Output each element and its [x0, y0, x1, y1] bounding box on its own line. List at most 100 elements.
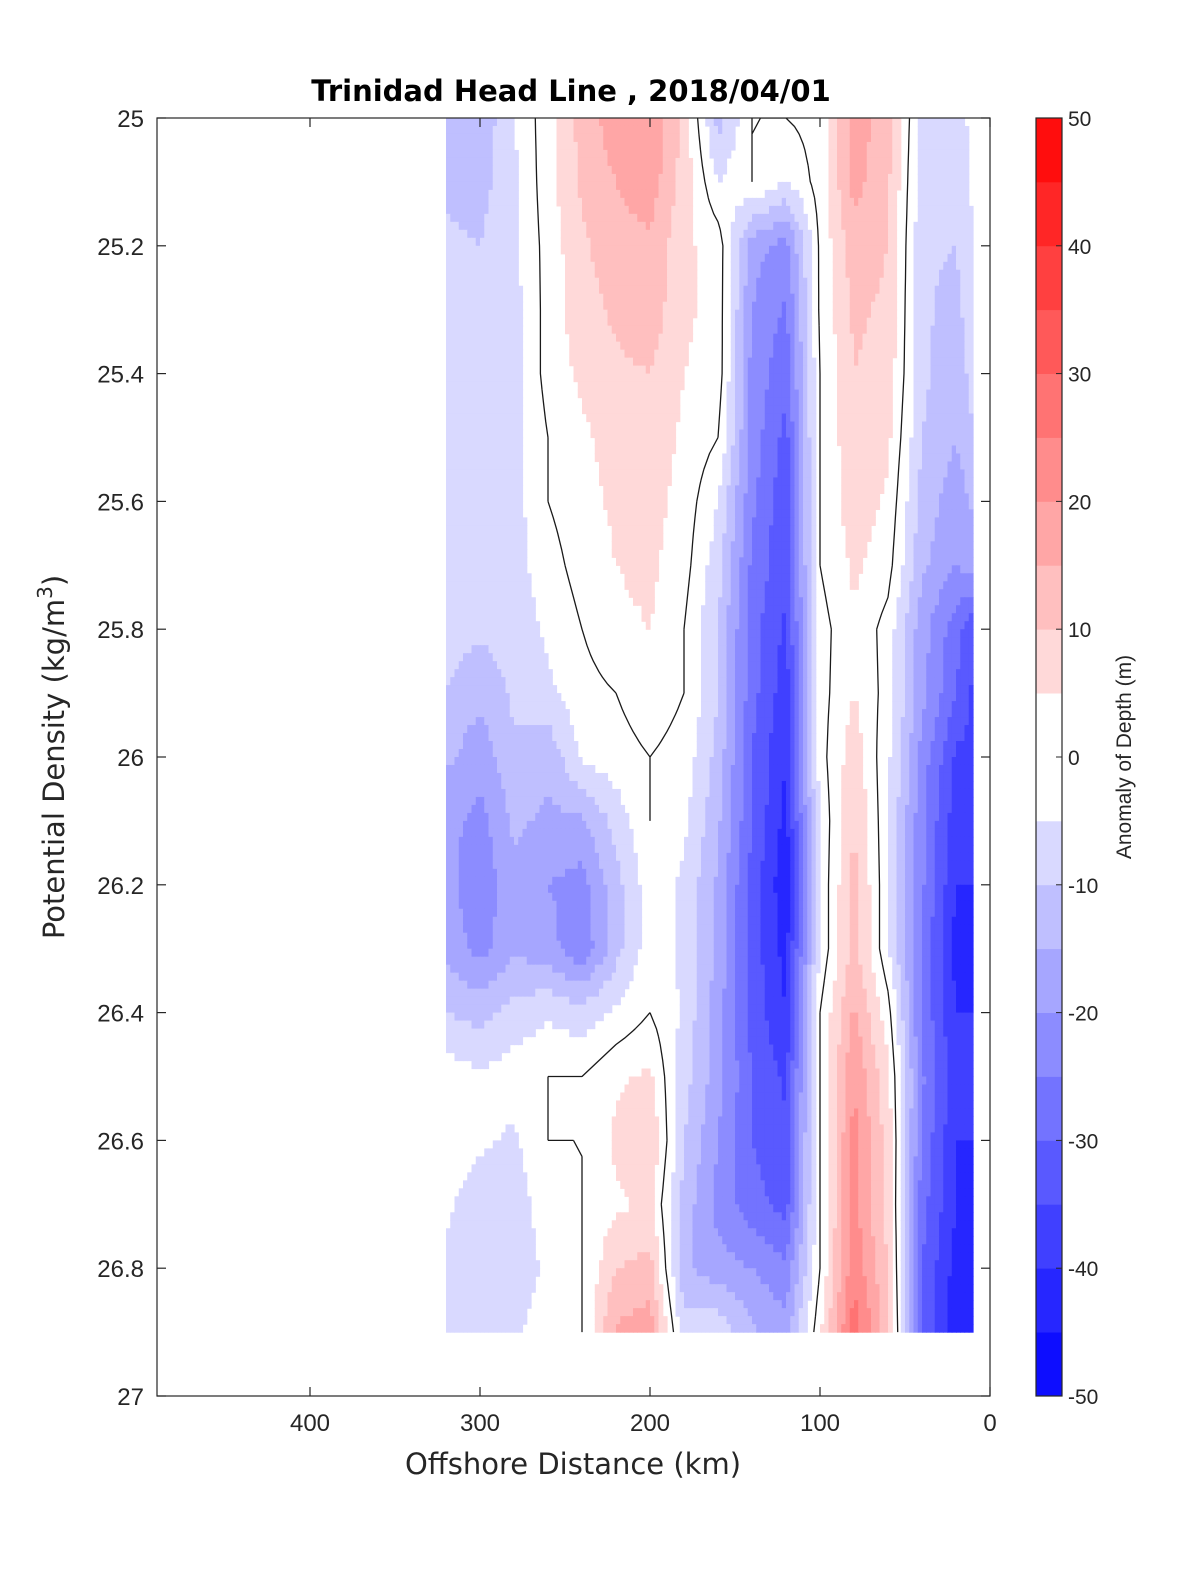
contour-cell	[586, 118, 592, 127]
contour-cell	[747, 293, 753, 303]
contour-cell	[599, 373, 604, 383]
contour-cell	[480, 509, 485, 518]
contour-cell	[505, 229, 511, 239]
contour-cell	[913, 413, 919, 423]
contour-cell	[509, 205, 515, 215]
contour-cell	[913, 341, 919, 351]
contour-cell	[688, 205, 694, 215]
contour-cell	[798, 221, 804, 231]
contour-cell	[747, 429, 753, 439]
contour-cell	[875, 381, 881, 391]
contour-cell	[475, 309, 481, 319]
contour-cell	[790, 357, 796, 367]
contour-cell	[743, 381, 749, 391]
contour-cell	[947, 437, 953, 447]
contour-cell	[722, 509, 728, 518]
contour-cell	[616, 477, 621, 487]
contour-cell	[786, 317, 791, 327]
contour-cell	[858, 381, 864, 391]
contour-cell	[569, 165, 575, 175]
contour-cell	[475, 557, 481, 566]
contour-cell	[650, 309, 655, 319]
contour-cell	[573, 269, 579, 279]
contour-cell	[488, 181, 494, 191]
contour-cell	[947, 565, 953, 574]
contour-cell	[968, 405, 974, 415]
contour-cell	[866, 317, 872, 327]
contour-cell	[960, 221, 966, 231]
contour-cell	[497, 445, 502, 455]
contour-cell	[518, 341, 524, 351]
contour-cell	[505, 293, 511, 303]
contour-cell	[484, 397, 490, 407]
contour-cell	[764, 373, 770, 383]
contour-cell	[913, 517, 919, 526]
contour-cell	[913, 261, 919, 271]
contour-cell	[951, 413, 957, 423]
contour-cell	[845, 261, 851, 271]
contour-cell	[641, 197, 647, 207]
contour-cell	[607, 261, 613, 271]
contour-cell	[735, 301, 740, 311]
contour-cell	[858, 437, 864, 447]
contour-cell	[930, 165, 936, 175]
contour-cell	[883, 301, 889, 311]
contour-cell	[845, 437, 851, 447]
contour-cell	[497, 269, 502, 279]
contour-cell	[505, 157, 511, 167]
contour-cell	[484, 509, 490, 518]
contour-cell	[781, 389, 787, 399]
contour-cell	[743, 221, 749, 231]
contour-cell	[488, 261, 494, 271]
contour-cell	[450, 477, 456, 487]
contour-cell	[671, 269, 677, 279]
contour-cell	[488, 317, 494, 327]
contour-cell	[654, 429, 660, 439]
contour-cell	[760, 397, 766, 407]
contour-cell	[654, 357, 660, 367]
contour-cell	[501, 469, 507, 479]
contour-cell	[951, 517, 957, 526]
contour-cell	[645, 149, 651, 159]
contour-cell	[777, 277, 783, 287]
contour-cell	[922, 325, 927, 335]
contour-cell	[926, 118, 932, 127]
contour-cell	[454, 357, 460, 367]
contour-cell	[837, 317, 842, 327]
contour-cell	[866, 477, 872, 487]
contour-cell	[603, 429, 609, 439]
contour-cell	[947, 541, 953, 550]
contour-cell	[926, 317, 932, 327]
contour-cell	[684, 293, 689, 303]
contour-cell	[514, 501, 519, 510]
contour-cell	[637, 525, 643, 534]
contour-cell	[654, 469, 660, 479]
contour-cell	[497, 237, 502, 247]
contour-cell	[862, 469, 868, 479]
contour-cell	[654, 333, 660, 343]
contour-cell	[769, 357, 774, 367]
contour-cell	[858, 549, 864, 558]
contour-cell	[875, 261, 881, 271]
contour-cell	[577, 245, 583, 255]
contour-cell	[509, 157, 515, 167]
contour-cell	[607, 253, 613, 263]
contour-cell	[484, 365, 490, 375]
contour-cell	[786, 197, 791, 207]
contour-cell	[573, 277, 579, 287]
contour-cell	[798, 341, 804, 351]
contour-cell	[463, 365, 468, 375]
contour-cell	[794, 197, 800, 207]
contour-cell	[769, 333, 774, 343]
contour-cell	[446, 317, 451, 327]
contour-cell	[866, 173, 872, 183]
contour-cell	[849, 469, 855, 479]
contour-cell	[446, 213, 451, 223]
contour-cell	[794, 453, 800, 463]
contour-cell	[718, 541, 723, 550]
contour-cell	[956, 245, 961, 255]
contour-cell	[616, 445, 621, 455]
contour-cell	[832, 157, 838, 167]
contour-cell	[667, 373, 672, 383]
contour-cell	[871, 277, 876, 287]
